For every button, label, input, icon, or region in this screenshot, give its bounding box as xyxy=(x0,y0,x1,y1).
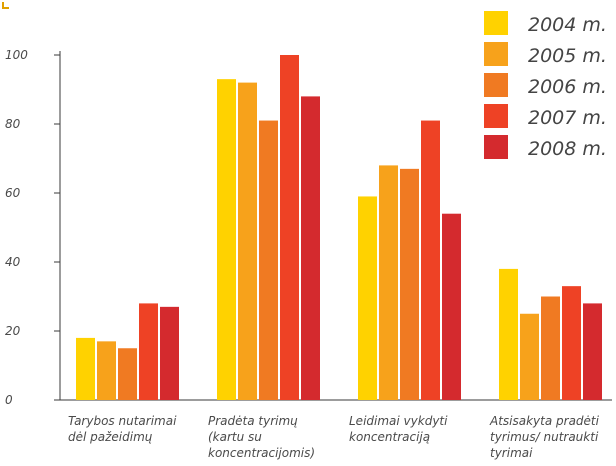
bar-2005-cat1 xyxy=(97,341,116,400)
category-label-line: Tarybos nutarimai xyxy=(68,414,177,428)
bar-2006-cat4 xyxy=(541,296,560,400)
bar-2008-cat4 xyxy=(583,303,602,400)
bar-2007-cat2 xyxy=(280,55,299,400)
category-labels: Tarybos nutarimai dėl pažeidimų Pradėta ty… xyxy=(68,414,600,460)
category-label: Atsisakyta pradėti tyrimus/ nutraukti tyri… xyxy=(489,414,600,460)
legend-swatch xyxy=(484,11,508,35)
category-label-line: Atsisakyta pradėti xyxy=(489,414,600,428)
category-label-line: (kartu su xyxy=(208,430,262,444)
category-label-line: koncentraciją xyxy=(349,430,430,444)
bar-2004-cat4 xyxy=(499,268,518,400)
legend-label: 2008 m. xyxy=(528,138,607,160)
category-label-line: Leidimai vykdyti xyxy=(349,414,448,428)
bar-2007-cat1 xyxy=(139,303,158,400)
bar-2005-cat3 xyxy=(379,165,398,400)
category-label-line: koncentracijomis) xyxy=(208,446,315,460)
chart-bars xyxy=(76,55,602,401)
bar-2007-cat3 xyxy=(421,120,440,401)
category-label-line: dėl pažeidimų xyxy=(68,430,153,444)
category-label: Pradėta tyrimų (kartu su koncentracijomis) xyxy=(208,414,315,460)
legend-swatch xyxy=(484,73,508,97)
category-label-line: Pradėta tyrimų xyxy=(208,414,298,428)
y-tick-label: 0 xyxy=(5,393,13,407)
bar-2004-cat3 xyxy=(358,196,377,400)
legend-swatch xyxy=(484,104,508,128)
legend-label: 2006 m. xyxy=(528,76,607,98)
bar-2007-cat4 xyxy=(562,286,581,400)
legend-swatch xyxy=(484,135,508,159)
y-tick-label: 60 xyxy=(5,186,21,200)
y-tick-label: 20 xyxy=(5,324,21,338)
bar-2004-cat2 xyxy=(217,79,236,401)
legend-label: 2004 m. xyxy=(528,14,607,36)
cropped-mark xyxy=(2,2,9,9)
category-label: Leidimai vykdyti koncentraciją xyxy=(349,414,448,444)
y-tick-label: 80 xyxy=(5,117,21,131)
bar-2008-cat3 xyxy=(442,213,461,400)
bar-2005-cat4 xyxy=(520,313,539,400)
bar-2004-cat1 xyxy=(76,337,95,400)
y-tick-label: 40 xyxy=(5,255,21,269)
bar-2006-cat2 xyxy=(259,120,278,401)
legend-swatch xyxy=(484,42,508,66)
chart-legend: 2004 m. 2005 m. 2006 m. 2007 m. 2008 m. xyxy=(484,11,607,160)
category-label-line: tyrimus/ nutraukti xyxy=(490,430,599,444)
bar-2006-cat3 xyxy=(400,168,419,400)
legend-label: 2007 m. xyxy=(528,107,607,129)
bar-2008-cat2 xyxy=(301,96,320,401)
category-label: Tarybos nutarimai dėl pažeidimų xyxy=(68,414,177,444)
bar-2008-cat1 xyxy=(160,306,179,400)
category-label-line: tyrimai xyxy=(490,446,533,460)
legend-label: 2005 m. xyxy=(528,45,607,67)
bar-2005-cat2 xyxy=(238,82,257,400)
bar-2006-cat1 xyxy=(118,348,137,400)
y-tick-label: 100 xyxy=(5,48,28,62)
